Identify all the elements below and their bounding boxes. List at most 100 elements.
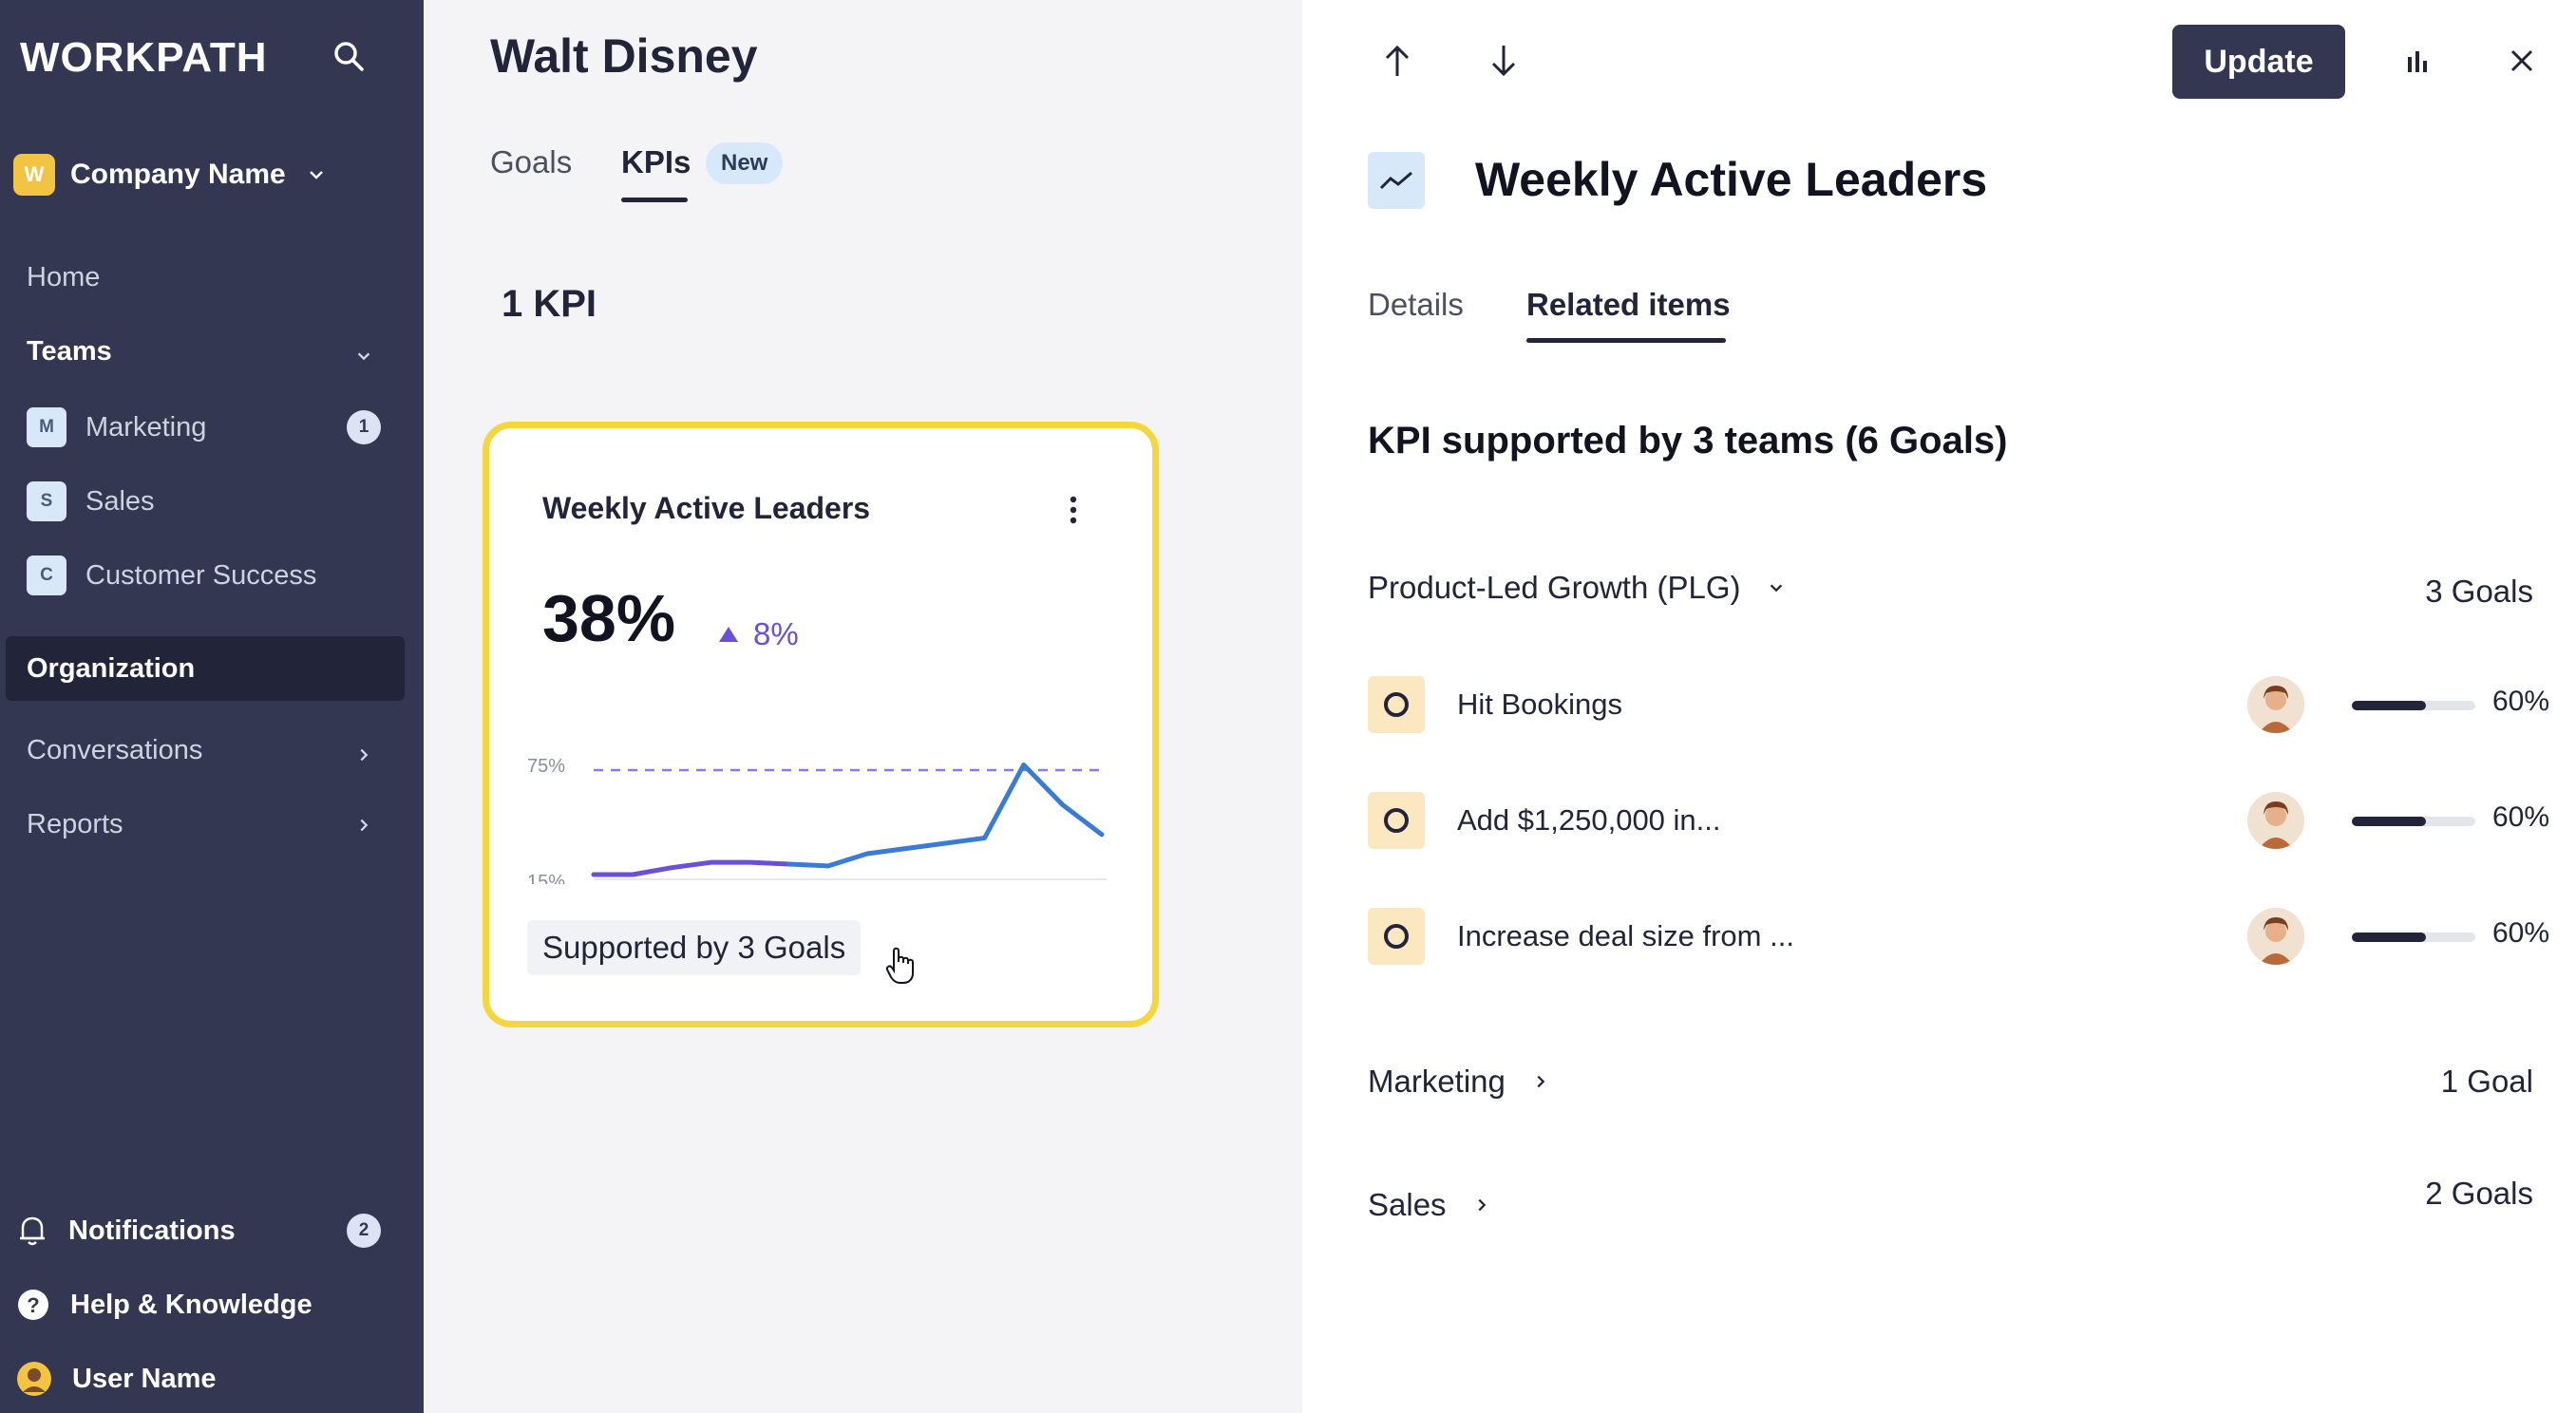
goal-row[interactable]: Add $1,250,000 in... 60%: [1368, 792, 2549, 849]
kpi-list-pane: Walt Disney Goals KPIs New 1 KPI Weekly …: [424, 0, 1302, 1413]
tab-goals[interactable]: Goals: [490, 144, 573, 179]
goal-row[interactable]: Hit Bookings 60%: [1368, 676, 2549, 733]
goal-progress-fill: [2352, 817, 2426, 826]
tab-related-items[interactable]: Related items: [1526, 287, 1731, 322]
notifications-count-badge: 2: [347, 1214, 381, 1248]
kpi-detail-pane: Update Weekly Active Leaders Details Rel…: [1302, 0, 2576, 1413]
group-count: 1 Goal: [2440, 1064, 2533, 1099]
close-icon[interactable]: [2509, 47, 2535, 74]
group-count: 2 Goals: [2425, 1176, 2533, 1211]
chevron-down-icon: [1770, 584, 1782, 593]
group-marketing[interactable]: Marketing: [1368, 1064, 1549, 1100]
group-name: Product-Led Growth (PLG): [1368, 570, 1741, 605]
team-badge: C: [27, 556, 66, 595]
section-title: KPI supported by 3 teams (6 Goals): [1368, 420, 2008, 462]
group-sales[interactable]: Sales: [1368, 1187, 1490, 1223]
user-name: User Name: [72, 1363, 217, 1394]
sidebar-item-sales[interactable]: S Sales: [27, 480, 155, 522]
avatar: [2247, 676, 2304, 733]
chevron-down-icon: [309, 171, 323, 179]
chevron-down-icon[interactable]: [355, 348, 372, 365]
nav-help[interactable]: ? Help & Knowledge: [17, 1282, 313, 1328]
group-count: 3 Goals: [2425, 574, 2533, 609]
nav-home[interactable]: Home: [27, 262, 101, 292]
tab-details[interactable]: Details: [1368, 287, 1464, 322]
kpi-trend-icon: [1368, 152, 1425, 209]
detail-title: Weekly Active Leaders: [1475, 153, 1988, 206]
goal-row[interactable]: Increase deal size from ... 60%: [1368, 908, 2549, 965]
workpath-logo[interactable]: WORKPATH: [20, 34, 268, 81]
ytick-label-15: 15%: [527, 872, 565, 884]
pointer-hand-icon: [885, 947, 914, 984]
nav-notifications[interactable]: Notifications: [17, 1208, 236, 1253]
kpi-card-title: Weekly Active Leaders: [542, 491, 871, 525]
goal-status-icon: [1368, 908, 1425, 965]
goal-progress-text: 60%: [2492, 801, 2550, 833]
notifications-label: Notifications: [68, 1215, 236, 1246]
team-label: Customer Success: [85, 559, 317, 591]
help-label: Help & Knowledge: [70, 1289, 313, 1320]
goal-progress-bar: [2352, 701, 2475, 710]
nav-reports[interactable]: Reports: [27, 809, 123, 839]
search-icon[interactable]: [332, 40, 365, 72]
company-switcher[interactable]: W Company Name: [13, 152, 326, 198]
more-vertical-icon[interactable]: [1067, 495, 1080, 525]
goal-label: Hit Bookings: [1457, 688, 1623, 721]
kpi-sparkline-chart: 75% 15%: [527, 756, 1107, 884]
svg-text:?: ?: [27, 1293, 39, 1317]
arrow-up-icon[interactable]: [1380, 42, 1414, 80]
new-badge: New: [706, 142, 784, 184]
group-name: Marketing: [1368, 1064, 1506, 1099]
group-name: Sales: [1368, 1187, 1447, 1222]
goal-progress-fill: [2352, 701, 2426, 710]
nav-organization[interactable]: Organization: [6, 636, 405, 701]
kpi-value: 38%: [542, 581, 676, 655]
line-series-layer: [591, 763, 1105, 877]
goal-progress-text: 60%: [2492, 917, 2550, 949]
help-icon: ?: [18, 1290, 48, 1320]
chevron-right-icon: [1537, 1075, 1545, 1088]
avatar: [2247, 908, 2304, 965]
kpi-count: 1 KPI: [502, 283, 597, 325]
update-button[interactable]: Update: [2172, 25, 2345, 99]
nav-user[interactable]: User Name: [17, 1356, 217, 1402]
team-badge: M: [27, 407, 66, 447]
chevron-right-icon: [1478, 1198, 1486, 1212]
nav-teams[interactable]: Teams: [27, 336, 112, 367]
chevron-right-icon[interactable]: [355, 746, 372, 763]
sidebar-item-customer-success[interactable]: C Customer Success: [27, 555, 316, 596]
bell-icon: [20, 1216, 45, 1246]
tab-kpis[interactable]: KPIs: [621, 144, 691, 179]
goal-status-icon: [1368, 792, 1425, 849]
marketing-count-badge: 1: [347, 410, 381, 444]
team-label: Marketing: [85, 411, 207, 443]
ytick-label-75: 75%: [527, 756, 565, 777]
line-segment-late: [786, 763, 1105, 869]
kpi-delta-value: 8%: [753, 616, 799, 651]
tab-underline: [1526, 338, 1726, 343]
group-plg[interactable]: Product-Led Growth (PLG): [1368, 570, 1785, 606]
line-segment-early: [591, 859, 792, 877]
chevron-right-icon[interactable]: [355, 817, 372, 834]
trend-line-icon: [1379, 171, 1412, 190]
goal-label: Add $1,250,000 in...: [1457, 803, 1721, 837]
nav-conversations[interactable]: Conversations: [27, 735, 203, 765]
arrow-down-icon[interactable]: [1487, 42, 1521, 80]
goal-progress-text: 60%: [2492, 686, 2550, 717]
team-badge: S: [27, 481, 66, 521]
trend-up-icon: [719, 627, 738, 642]
bar-chart-icon[interactable]: [2404, 47, 2431, 74]
goal-progress-fill: [2352, 933, 2426, 942]
company-badge: W: [13, 154, 55, 196]
user-avatar: [17, 1362, 51, 1396]
avatar: [2247, 792, 2304, 849]
team-label: Sales: [85, 485, 155, 517]
sidebar: WORKPATH W Company Name Home Teams M Mar…: [0, 0, 424, 1413]
supported-by-goals-chip[interactable]: Supported by 3 Goals: [527, 920, 862, 975]
goal-progress-bar: [2352, 817, 2475, 826]
kpi-card[interactable]: Weekly Active Leaders 38% 8% 75% 15% Sup…: [483, 422, 1159, 1027]
goal-progress-bar: [2352, 933, 2475, 942]
goal-label: Increase deal size from ...: [1457, 919, 1794, 952]
company-name: Company Name: [70, 159, 286, 190]
sidebar-item-marketing[interactable]: M Marketing: [27, 406, 206, 448]
